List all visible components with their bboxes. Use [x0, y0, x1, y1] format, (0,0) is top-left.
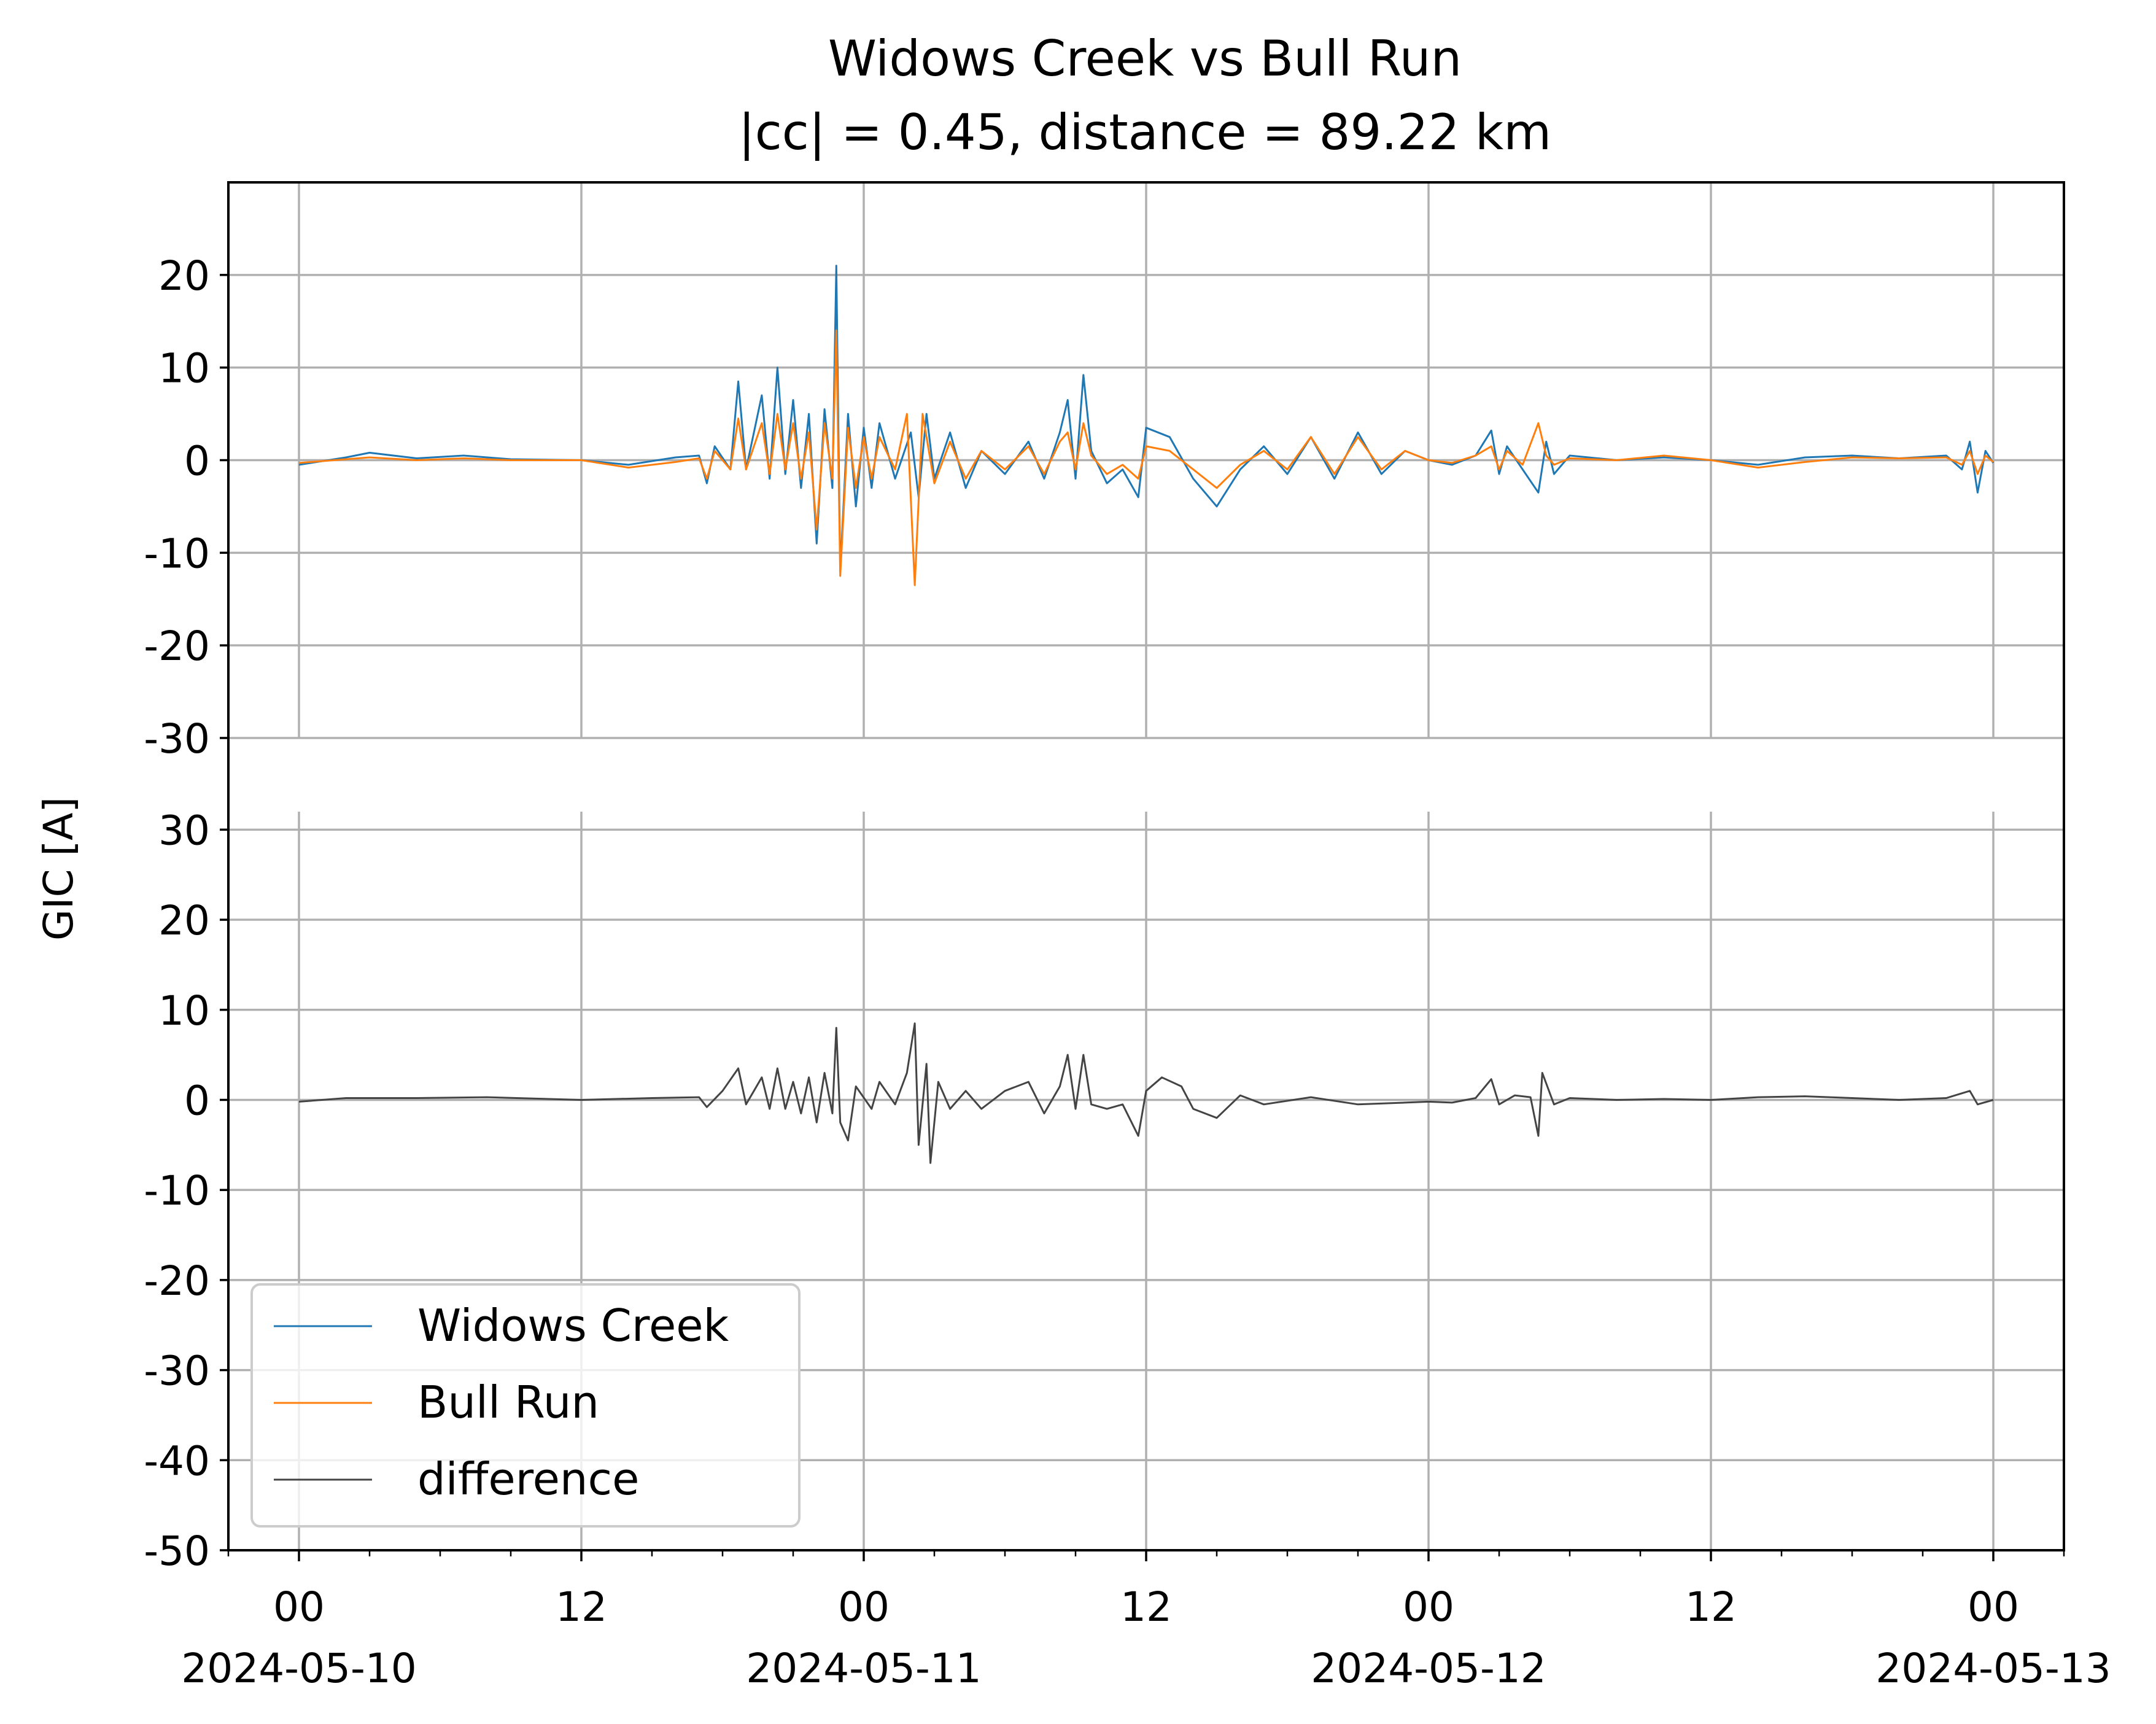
- top-panel-y-tick-label: 0: [184, 438, 210, 485]
- bottom-panel-y-tick-label: -30: [144, 1348, 210, 1395]
- x-tick-date-label: 2024-05-11: [746, 1645, 982, 1692]
- x-tick-label: 00: [273, 1583, 325, 1631]
- plot-frame: [227, 181, 2065, 1551]
- bottom-panel-series: [298, 1022, 1994, 1164]
- bottom-panel-y-tick-label: 20: [158, 897, 210, 944]
- legend-label-widows-creek: Widows Creek: [417, 1300, 729, 1351]
- x-tick-label: 12: [556, 1583, 607, 1631]
- series-line-bull-run: [298, 329, 1994, 586]
- x-axis-ticks: 00 2024-05-10 12 00 2024-05-11 12 00 2024-05-12…: [181, 1550, 2111, 1692]
- top-panel-y-ticks: 20 10 0 -10 -20 -30: [144, 252, 228, 763]
- legend-label-bull-run: Bull Run: [417, 1376, 599, 1428]
- bottom-panel-y-ticks: 30 20 10 0 -10 -20 -30 -40 -50: [144, 807, 228, 1575]
- bottom-panel-y-tick-label: 0: [184, 1077, 210, 1124]
- top-panel-y-tick-label: -20: [144, 623, 210, 670]
- x-tick-date-label: 2024-05-13: [1875, 1645, 2111, 1692]
- x-tick-date-label: 2024-05-10: [181, 1645, 417, 1692]
- series-line-difference: [298, 1022, 1994, 1164]
- bottom-panel-y-tick-label: -10: [144, 1167, 210, 1214]
- bottom-panel-y-tick-label: 10: [158, 987, 210, 1035]
- legend-box: [250, 1283, 801, 1528]
- bottom-panel-y-tick-label: -20: [144, 1257, 210, 1305]
- top-panel-y-tick-label: 10: [158, 345, 210, 392]
- top-panel-y-tick-label: -30: [144, 715, 210, 763]
- chart-title: Widows Creek vs Bull Run: [828, 30, 1462, 87]
- y-axis-label: GIC [A]: [35, 797, 82, 941]
- x-tick-label: 00: [1968, 1583, 2019, 1631]
- bottom-panel-y-tick-label: -50: [144, 1528, 210, 1575]
- bottom-panel-y-tick-label: -40: [144, 1437, 210, 1485]
- x-tick-date-label: 2024-05-12: [1311, 1645, 1546, 1692]
- top-panel-y-tick-label: -10: [144, 530, 210, 577]
- legend-label-difference: difference: [417, 1453, 639, 1505]
- bottom-panel-y-tick-label: 30: [158, 807, 210, 854]
- series-line-widows-creek: [298, 265, 1995, 572]
- x-tick-label: 12: [1685, 1583, 1737, 1631]
- x-tick-label: 12: [1120, 1583, 1172, 1631]
- x-tick-label: 00: [1403, 1583, 1454, 1631]
- x-tick-label: 00: [838, 1583, 890, 1631]
- top-panel-series: [298, 265, 1995, 586]
- chart-subtitle: |cc| = 0.45, distance = 89.22 km: [739, 104, 1551, 161]
- legend: Widows Creek Bull Run difference: [250, 1283, 801, 1528]
- top-panel-y-tick-label: 20: [158, 252, 210, 300]
